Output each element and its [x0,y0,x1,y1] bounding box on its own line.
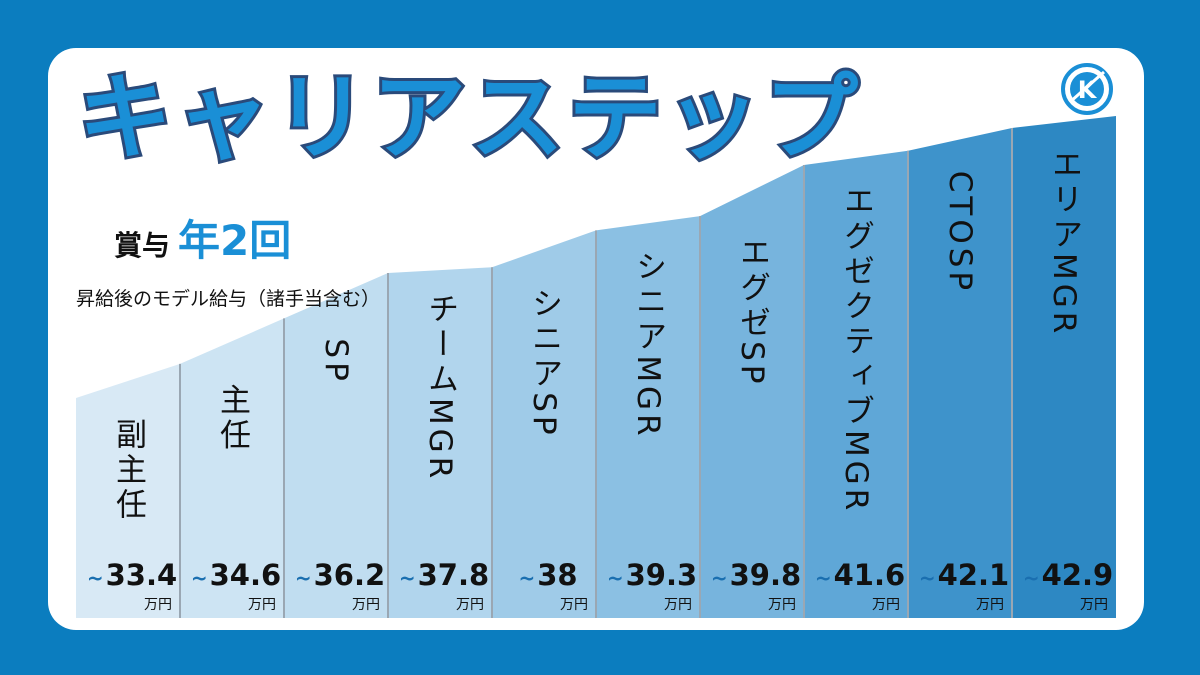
value-label: ~36.2 [295,558,385,592]
value-number: 38 [537,558,577,592]
logo-letter: K [1078,76,1098,104]
value-label: ~34.6 [191,558,281,592]
bar [700,164,804,618]
category-label: シニアSP [526,287,562,438]
value-prefix: ~ [87,566,104,590]
value-label: ~38 [518,558,577,592]
bonus-value: 年2回 [178,216,292,265]
value-label: ~42.9 [1023,558,1113,592]
bonus-label: 賞与 [114,229,171,262]
value-number: 36.2 [314,558,386,592]
category-label: SP [318,338,354,384]
value-unit: 万円 [144,597,172,613]
value-number: 39.8 [730,558,802,592]
value-prefix: ~ [295,566,312,590]
value-number: 42.9 [1042,558,1114,592]
value-unit: 万円 [768,597,796,613]
value-unit: 万円 [1080,597,1108,613]
career-step-chart: 副主任 ~33.4 万円 主任 ~34.6 万円 SP ~36.2 万円 チームMGR ~37.8 万… [76,116,1116,618]
category-label: エグゼSP [734,236,770,387]
bar [908,128,1012,618]
category-label: 副主任 [110,418,147,523]
card: 副主任 ~33.4 万円 主任 ~34.6 万円 SP ~36.2 万円 チームMGR ~37.8 万… [48,48,1144,630]
value-unit: 万円 [560,597,588,613]
chart-subtitle: 昇給後のモデル給与（諸手当含む） [76,288,381,310]
category-label: CTOSP [942,171,978,294]
bar [492,230,596,618]
value-prefix: ~ [711,566,728,590]
value-unit: 万円 [352,597,380,613]
value-unit: 万円 [248,597,276,613]
bar [388,267,492,618]
value-prefix: ~ [919,566,936,590]
bar [1012,116,1116,618]
category-label: 主任 [214,384,251,454]
bar [804,150,908,618]
value-prefix: ~ [399,566,416,590]
value-prefix: ~ [607,566,624,590]
value-number: 41.6 [834,558,906,592]
value-label: ~33.4 [87,558,177,592]
bar [284,272,388,618]
page-title: キャリアステップ [75,64,863,173]
bonus-info: 賞与 年2回 [114,220,291,262]
value-prefix: ~ [1023,566,1040,590]
value-number: 42.1 [938,558,1010,592]
category-label: エリアMGR [1046,148,1082,337]
value-label: ~39.3 [607,558,697,592]
value-label: ~37.8 [399,558,489,592]
value-unit: 万円 [664,597,692,613]
value-label: ~42.1 [919,558,1009,592]
value-number: 37.8 [418,558,490,592]
category-label: チームMGR [422,293,458,482]
value-prefix: ~ [518,566,535,590]
value-label: ~39.8 [711,558,801,592]
value-prefix: ~ [191,566,208,590]
bar [596,216,700,618]
value-number: 33.4 [106,558,178,592]
category-label: エグゼクティブMGR [838,185,874,514]
value-number: 39.3 [626,558,698,592]
bar [76,363,180,618]
category-label: シニアMGR [630,250,666,439]
value-label: ~41.6 [815,558,905,592]
company-logo-icon: K [1061,63,1113,115]
value-number: 34.6 [210,558,282,592]
value-unit: 万円 [456,597,484,613]
value-unit: 万円 [976,597,1004,613]
value-unit: 万円 [872,597,900,613]
bar [180,318,284,618]
value-prefix: ~ [815,566,832,590]
